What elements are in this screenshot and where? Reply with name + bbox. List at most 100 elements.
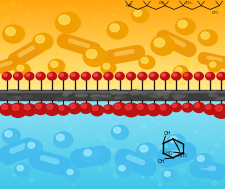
Circle shape [0,104,14,115]
Circle shape [92,18,97,22]
Circle shape [122,28,125,31]
Circle shape [27,117,30,119]
Circle shape [92,10,94,12]
Circle shape [9,103,27,117]
Circle shape [67,18,71,21]
Ellipse shape [56,98,62,101]
Circle shape [205,105,210,109]
Circle shape [82,73,86,76]
Circle shape [99,68,102,71]
Ellipse shape [207,91,214,92]
Circle shape [111,125,128,139]
Circle shape [169,77,172,80]
Circle shape [197,49,201,53]
Circle shape [56,136,61,140]
Circle shape [4,5,8,9]
Circle shape [162,74,164,77]
Circle shape [56,54,59,57]
Circle shape [186,64,190,67]
Circle shape [5,61,7,63]
Circle shape [58,13,62,16]
Circle shape [67,170,73,174]
Circle shape [197,77,200,80]
Ellipse shape [117,95,125,97]
Circle shape [84,150,91,156]
Circle shape [96,13,99,16]
Circle shape [132,75,135,77]
Circle shape [222,137,224,139]
Circle shape [191,90,194,93]
Ellipse shape [116,92,122,95]
Circle shape [103,64,109,69]
Circle shape [162,170,176,182]
Circle shape [184,21,187,23]
Circle shape [54,59,57,61]
Circle shape [0,77,5,80]
Circle shape [117,37,119,39]
Circle shape [24,105,30,110]
Ellipse shape [63,91,72,94]
Circle shape [64,68,68,71]
Circle shape [194,13,196,15]
Circle shape [74,58,76,60]
Circle shape [130,132,136,136]
Circle shape [116,123,120,126]
Circle shape [180,139,182,140]
Circle shape [206,135,208,136]
Circle shape [205,119,207,121]
Circle shape [6,49,9,51]
Circle shape [54,169,58,173]
Ellipse shape [6,97,16,100]
Circle shape [65,139,69,143]
Circle shape [48,59,64,73]
Circle shape [183,73,187,76]
Circle shape [110,164,114,167]
Circle shape [50,61,58,67]
Circle shape [20,27,24,31]
Circle shape [222,21,225,25]
Circle shape [205,72,214,80]
Ellipse shape [178,95,187,97]
Circle shape [130,149,133,152]
Ellipse shape [132,90,137,91]
Circle shape [150,119,153,121]
Circle shape [97,167,102,171]
Circle shape [181,144,186,148]
Circle shape [26,73,29,76]
Circle shape [109,24,119,32]
Circle shape [155,122,158,125]
Ellipse shape [163,90,170,93]
Circle shape [13,173,17,177]
Circle shape [11,135,16,139]
Circle shape [79,103,92,113]
Circle shape [90,105,103,116]
Circle shape [44,142,47,144]
Circle shape [135,103,149,115]
Circle shape [210,143,212,145]
Ellipse shape [115,92,127,93]
Circle shape [36,72,45,80]
Ellipse shape [75,94,87,96]
Circle shape [37,73,41,76]
Circle shape [194,112,198,115]
Circle shape [140,57,148,64]
Circle shape [22,117,27,121]
Circle shape [216,34,219,37]
Circle shape [184,59,189,63]
Circle shape [199,152,203,155]
Circle shape [36,36,44,43]
Circle shape [92,72,101,80]
Circle shape [160,46,164,50]
Circle shape [35,167,37,169]
Circle shape [5,167,7,168]
Circle shape [96,134,101,138]
Circle shape [134,36,138,39]
Circle shape [113,171,115,173]
Circle shape [148,72,157,80]
Circle shape [10,148,14,151]
Circle shape [138,56,154,69]
Circle shape [205,91,207,93]
Circle shape [134,50,138,54]
Circle shape [118,166,124,171]
Circle shape [65,168,79,180]
